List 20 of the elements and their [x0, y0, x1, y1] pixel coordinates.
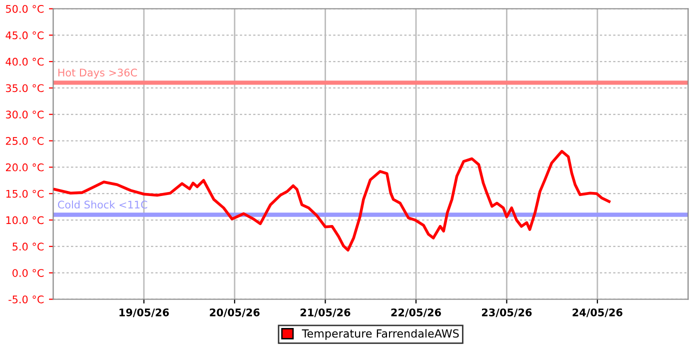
x-tick-label: 21/05/26 [300, 308, 350, 318]
ref-line-label: Hot Days >36C [58, 68, 137, 79]
y-tick-label: -5.0 °C [8, 295, 44, 304]
x-tick-label: 22/05/26 [391, 308, 441, 318]
x-tick-label: 20/05/26 [210, 308, 260, 318]
y-tick-label: 40.0 °C [6, 58, 44, 66]
y-tick-label: 10.0 °C [6, 216, 44, 224]
y-tick-label: 50.0 °C [6, 4, 44, 13]
x-tick-label: 24/05/26 [572, 308, 622, 318]
x-tick-label: 19/05/26 [120, 308, 169, 318]
y-tick-label: 20.0 °C [6, 163, 44, 172]
y-tick-label: 0.0 °C [12, 269, 44, 277]
y-tick-label: 45.0 °C [6, 31, 44, 40]
y-tick-label: 35.0 °C [6, 84, 44, 92]
y-tick-label: 30.0 °C [6, 110, 44, 118]
y-tick-label: 15.0 °C [6, 190, 44, 198]
legend-label: Temperature FarrendaleAWS [302, 329, 459, 340]
y-tick-label: 5.0 °C [12, 242, 44, 251]
x-tick-label: 23/05/26 [482, 308, 532, 318]
y-tick-label: 25.0 °C [6, 137, 44, 145]
